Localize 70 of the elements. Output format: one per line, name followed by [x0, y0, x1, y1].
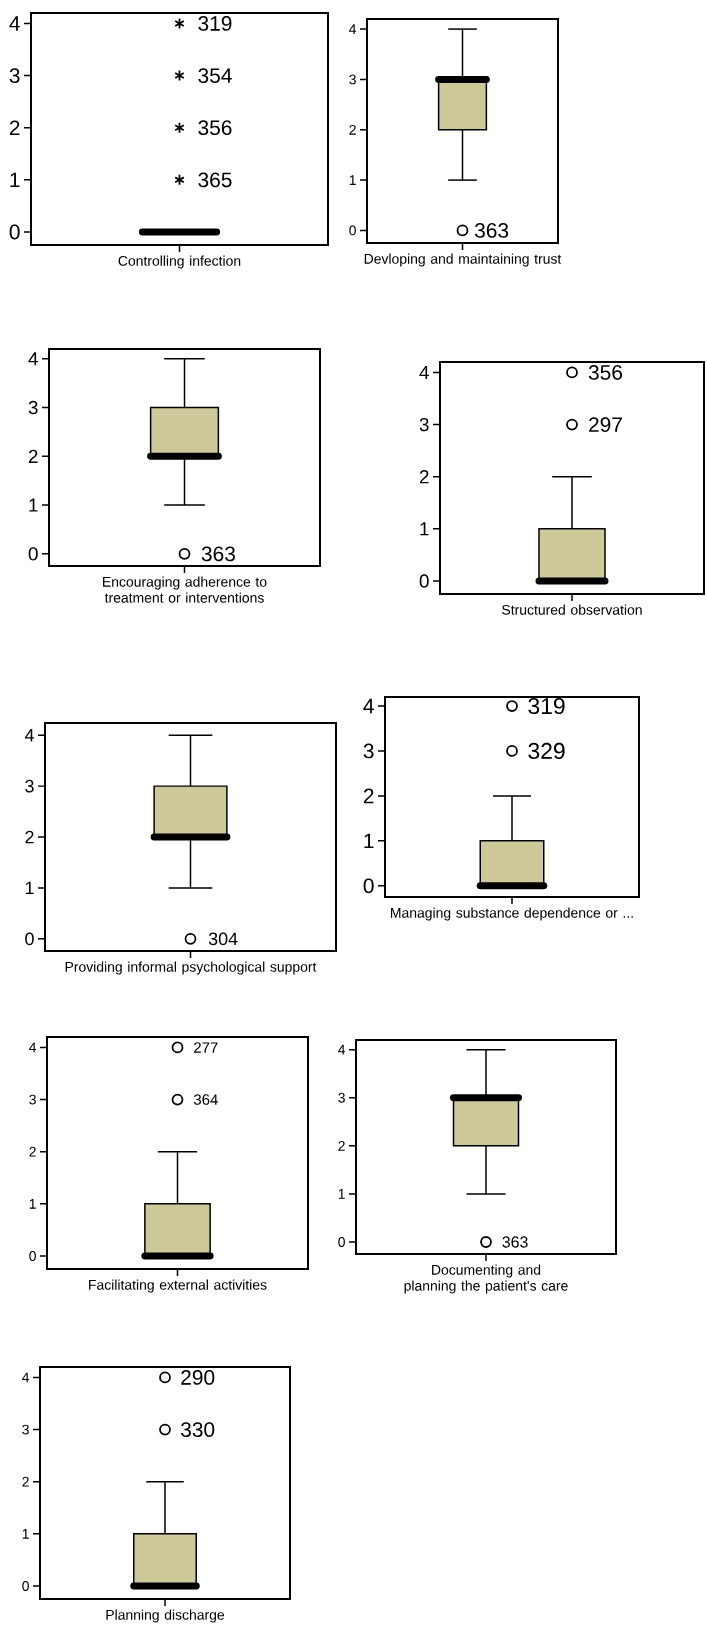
annotation: 319 — [528, 697, 565, 715]
x-tick-label: Devloping and maintaining trust — [364, 253, 562, 267]
y-tick-label: 0 — [9, 224, 20, 240]
annotation: 290 — [181, 1370, 215, 1385]
y-tick-label: 0 — [349, 225, 356, 236]
annotation: 354 — [198, 68, 232, 83]
y-tick-label: 1 — [364, 833, 374, 849]
y-tick-label: 3 — [22, 1424, 29, 1435]
annotation: 277 — [194, 1042, 218, 1053]
annotation: 363 — [201, 546, 235, 562]
y-tick-label: 4 — [363, 698, 374, 714]
y-tick-label: 4 — [419, 365, 429, 379]
y-tick-label: 4 — [29, 1042, 37, 1053]
y-tick-label: 1 — [29, 1199, 36, 1209]
y-tick-label: 1 — [338, 1189, 345, 1199]
y-tick-label: 4 — [338, 1044, 346, 1055]
x-tick-label: Providing informal psychological support — [65, 961, 317, 975]
y-tick-label: 3 — [29, 1094, 36, 1105]
annotation: 304 — [208, 932, 238, 946]
x-tick-label: Encouraging adherence to treatment or interventions — [103, 576, 267, 603]
y-tick-label: 3 — [419, 417, 429, 432]
y-tick-label: 4 — [9, 16, 20, 31]
y-tick-label: 0 — [363, 878, 374, 894]
y-tick-label: 0 — [419, 574, 429, 588]
y-tick-label: 3 — [28, 400, 38, 415]
y-tick-label: 3 — [9, 68, 20, 83]
y-tick-label: 1 — [10, 172, 20, 188]
annotation: 297 — [589, 417, 622, 432]
annotation: 364 — [193, 1094, 218, 1105]
annotation: 363 — [474, 223, 509, 238]
annotation: 319 — [198, 16, 232, 31]
annotation: 356 — [198, 120, 232, 136]
y-tick-label: 0 — [338, 1237, 345, 1247]
y-tick-label: 1 — [29, 498, 38, 512]
y-tick-label: 2 — [349, 124, 356, 135]
x-tick-label: Managing substance dependence or ... — [391, 907, 633, 921]
y-tick-label: 4 — [28, 352, 38, 366]
y-tick-label: 2 — [419, 470, 429, 484]
y-tick-label: 2 — [22, 1476, 29, 1487]
y-tick-label: 2 — [28, 449, 38, 463]
y-tick-label: 0 — [29, 1251, 36, 1261]
y-tick-label: 3 — [25, 779, 34, 793]
annotation: 363 — [502, 1236, 528, 1248]
y-tick-label: 2 — [29, 1146, 36, 1157]
annotation: 330 — [181, 1422, 215, 1437]
x-tick-label: Structured observation — [502, 604, 642, 615]
y-tick-label: 3 — [349, 74, 356, 85]
x-tick-label: Planning discharge — [106, 1609, 225, 1623]
y-tick-label: 2 — [25, 830, 34, 844]
y-tick-label: 4 — [349, 24, 357, 34]
y-tick-label: 2 — [9, 120, 20, 136]
y-tick-label: 0 — [22, 1581, 29, 1591]
x-tick-label: Facilitating external activities — [89, 1279, 267, 1293]
y-tick-label: 1 — [420, 522, 429, 536]
y-tick-label: 2 — [363, 788, 374, 804]
x-tick-label: Documenting and planning the patient's care — [404, 1264, 568, 1294]
y-tick-label: 2 — [338, 1140, 345, 1151]
y-tick-label: 0 — [25, 932, 34, 946]
annotation: 365 — [198, 172, 232, 188]
y-tick-label: 4 — [22, 1372, 30, 1383]
y-tick-label: 4 — [24, 729, 34, 742]
annotation: 356 — [588, 365, 623, 380]
y-tick-label: 1 — [349, 175, 356, 185]
annotation: 329 — [528, 742, 565, 760]
y-tick-label: 3 — [363, 743, 374, 759]
x-tick-label: Controlling infection — [118, 255, 241, 269]
y-tick-label: 3 — [338, 1092, 345, 1103]
y-tick-label: 1 — [22, 1529, 29, 1539]
y-tick-label: 0 — [28, 547, 38, 561]
y-tick-label: 1 — [25, 881, 34, 895]
